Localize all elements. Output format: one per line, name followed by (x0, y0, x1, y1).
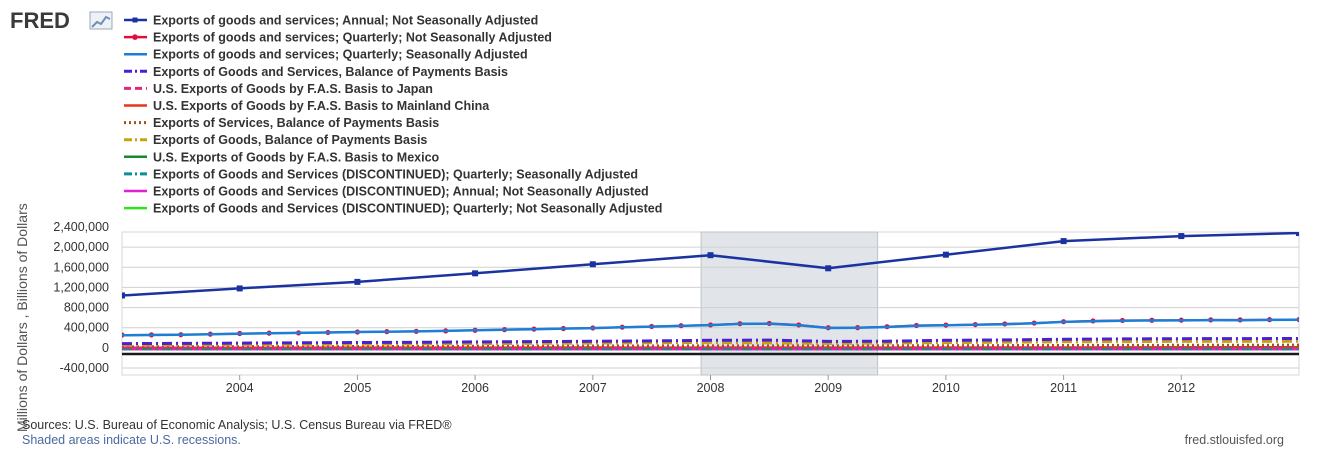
legend-label: U.S. Exports of Goods by F.A.S. Basis to… (153, 99, 490, 113)
legend-item[interactable]: Exports of Goods and Services (DISCONTIN… (124, 202, 662, 216)
legend-label: Exports of goods and services; Quarterly… (153, 31, 552, 45)
y-tick-label: -400,000 (60, 361, 109, 375)
series-marker (236, 285, 243, 292)
y-tick-label: 800,000 (64, 301, 109, 315)
series-marker (1296, 232, 1299, 237)
legend-item[interactable]: Exports of Goods and Services (DISCONTIN… (124, 167, 638, 181)
fred-url[interactable]: fred.stlouisfed.org (1185, 433, 1284, 447)
y-tick-label: 1,600,000 (53, 260, 109, 274)
legend-label: Exports of goods and services; Quarterly… (153, 48, 528, 62)
legend-marker (132, 34, 138, 40)
legend-label: U.S. Exports of Goods by F.A.S. Basis to… (153, 82, 433, 96)
legend-item[interactable]: Exports of Goods, Balance of Payments Ba… (124, 133, 427, 147)
legend-label: U.S. Exports of Goods by F.A.S. Basis to… (153, 150, 440, 164)
legend-item[interactable]: U.S. Exports of Goods by F.A.S. Basis to… (124, 82, 433, 96)
legend-item[interactable]: U.S. Exports of Goods by F.A.S. Basis to… (124, 150, 440, 164)
series-marker (122, 292, 125, 299)
legend-label: Exports of Services, Balance of Payments… (153, 116, 439, 130)
legend: Exports of goods and services; Annual; N… (124, 14, 662, 216)
y-tick-label: 400,000 (64, 321, 109, 335)
series-layer (122, 232, 1299, 351)
series-marker (589, 261, 596, 268)
legend-item[interactable]: U.S. Exports of Goods by F.A.S. Basis to… (124, 99, 490, 113)
x-tick-label: 2011 (1050, 381, 1077, 395)
recession-note[interactable]: Shaded areas indicate U.S. recessions. (22, 433, 241, 447)
series-line (122, 343, 1299, 348)
series-marker (1060, 238, 1067, 245)
series-line (122, 339, 1299, 347)
recession-shading (700, 231, 879, 376)
series-marker (472, 270, 479, 277)
y-tick-label: 1,200,000 (53, 280, 109, 294)
y-tick-label: 2,000,000 (53, 240, 109, 254)
series-marker (825, 265, 832, 272)
legend-marker (132, 17, 138, 23)
chart-logo-icon (89, 11, 113, 30)
x-tick-label: 2004 (226, 381, 254, 395)
series-line (122, 337, 1299, 346)
x-tick-label: 2006 (461, 381, 489, 395)
legend-item[interactable]: Exports of goods and services; Quarterly… (124, 48, 528, 62)
legend-label: Exports of Goods, Balance of Payments Ba… (153, 133, 427, 147)
legend-label: Exports of Goods and Services (DISCONTIN… (153, 185, 649, 199)
legend-label: Exports of goods and services; Annual; N… (153, 14, 538, 28)
series-marker (354, 278, 361, 285)
y-axis-title: Millions of Dollars , Billions of Dollar… (14, 203, 30, 432)
fred-logo[interactable]: FRED (10, 8, 113, 33)
x-tick-label: 2005 (343, 381, 371, 395)
legend-item[interactable]: Exports of goods and services; Quarterly… (124, 31, 552, 45)
fred-logo-text: FRED (10, 8, 70, 33)
y-tick-label: 2,400,000 (53, 220, 109, 234)
legend-label: Exports of Goods and Services, Balance o… (153, 65, 508, 79)
series-line (122, 318, 1299, 337)
y-tick-label: 0 (102, 341, 109, 355)
x-tick-label: 2012 (1167, 381, 1195, 395)
x-tick-label: 2009 (814, 381, 842, 395)
legend-item[interactable]: Exports of Services, Balance of Payments… (124, 116, 439, 130)
plot-area: -400,000 0 400,000 800,000 1,200,000 1,600,00… (53, 220, 1300, 395)
legend-item[interactable]: Exports of goods and services; Annual; N… (124, 14, 538, 28)
sources-note: Sources: U.S. Bureau of Economic Analysi… (22, 418, 452, 432)
legend-item[interactable]: Exports of Goods and Services, Balance o… (124, 65, 508, 79)
series-marker (707, 252, 714, 259)
x-tick-label: 2008 (697, 381, 725, 395)
x-tick-label: 2010 (932, 381, 960, 395)
x-tick-label: 2007 (579, 381, 607, 395)
series-marker (942, 251, 949, 258)
series-marker (1178, 233, 1185, 240)
legend-item[interactable]: Exports of Goods and Services (DISCONTIN… (124, 185, 649, 199)
legend-label: Exports of Goods and Services (DISCONTIN… (153, 167, 638, 181)
legend-label: Exports of Goods and Services (DISCONTIN… (153, 202, 662, 216)
